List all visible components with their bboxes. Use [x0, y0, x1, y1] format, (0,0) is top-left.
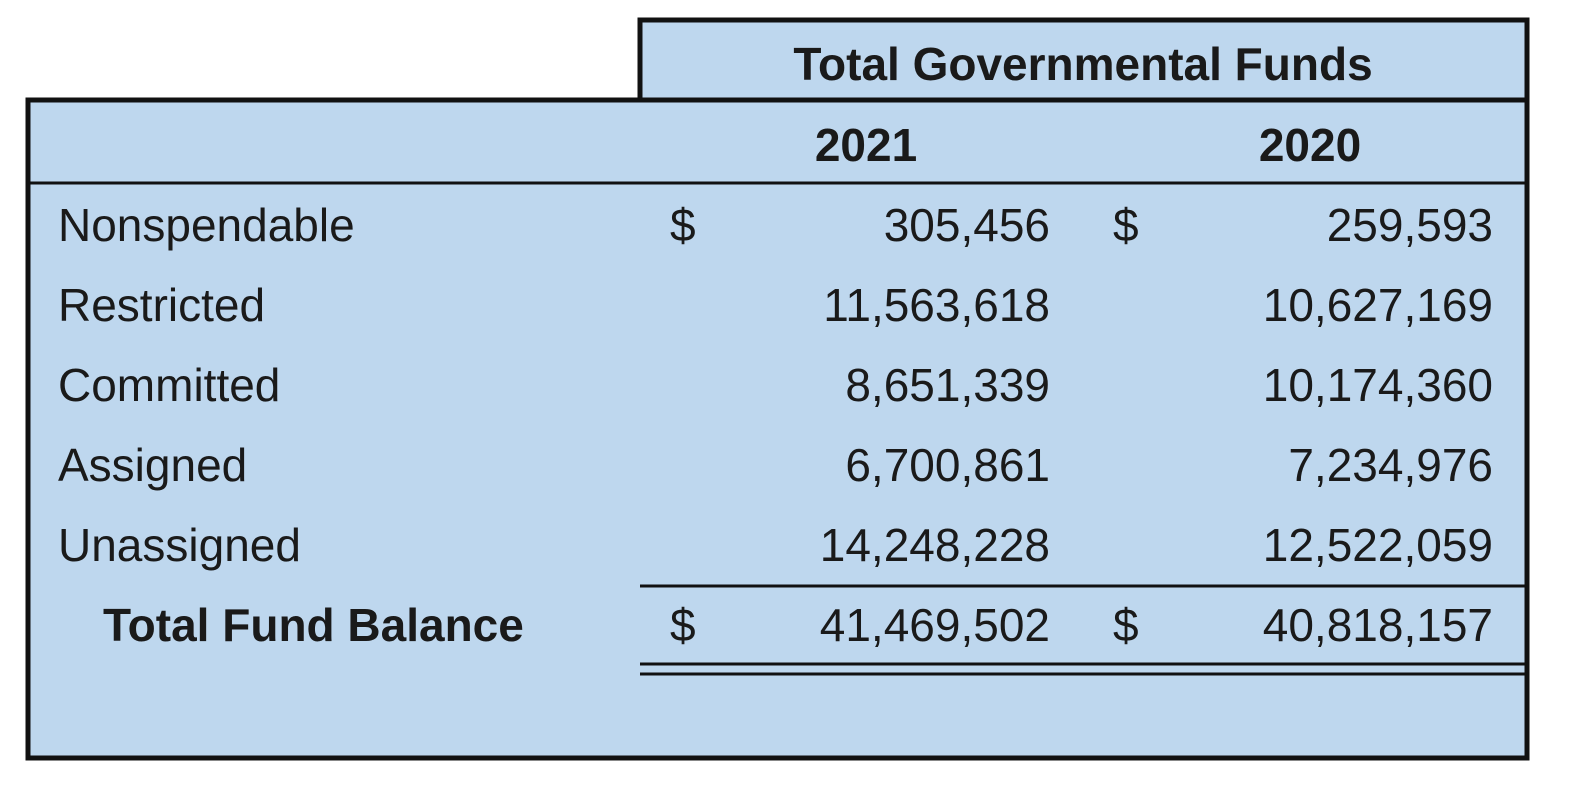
amount: 305,456: [884, 199, 1050, 251]
row-label: Unassigned: [58, 519, 301, 571]
table-box: [25, 97, 1530, 761]
amount: 10,627,169: [1263, 279, 1493, 331]
amount: 40,818,157: [1263, 599, 1493, 651]
amount: 7,234,976: [1288, 439, 1493, 491]
amount: 6,700,861: [845, 439, 1050, 491]
currency-sign: $: [670, 599, 696, 651]
row-label: Total Fund Balance: [103, 599, 524, 651]
title-cell: [637, 17, 1530, 104]
amount: 259,593: [1327, 199, 1493, 251]
column-header: 2020: [1259, 119, 1361, 171]
table-title: Total Governmental Funds: [793, 38, 1372, 90]
row-label: Nonspendable: [58, 199, 355, 251]
column-header: 2021: [815, 119, 917, 171]
row-label: Committed: [58, 359, 280, 411]
amount: 11,563,618: [823, 279, 1050, 331]
amount: 10,174,360: [1263, 359, 1493, 411]
amount: 41,469,502: [820, 599, 1050, 651]
currency-sign: $: [670, 199, 696, 251]
currency-sign: $: [1113, 199, 1139, 251]
amount: 12,522,059: [1263, 519, 1493, 571]
amount: 8,651,339: [845, 359, 1050, 411]
amount: 14,248,228: [820, 519, 1050, 571]
row-label: Assigned: [58, 439, 247, 491]
row-label: Restricted: [58, 279, 265, 331]
currency-sign: $: [1113, 599, 1139, 651]
